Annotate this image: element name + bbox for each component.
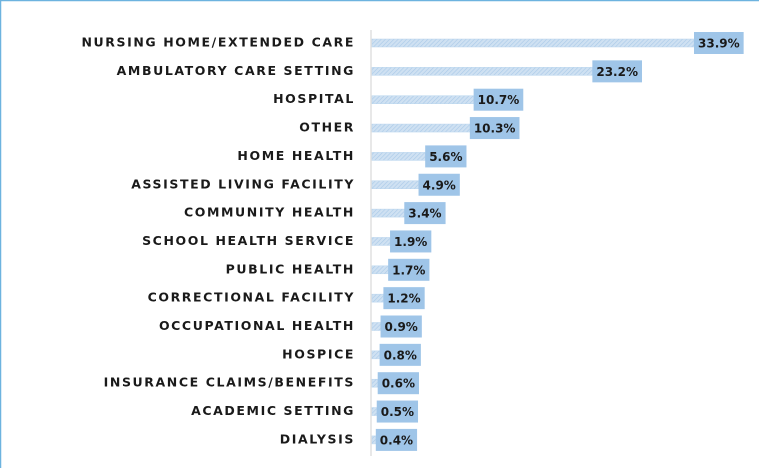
value-label-box	[592, 60, 643, 83]
value-label-box	[380, 315, 422, 338]
category-label: HOSPICE	[282, 346, 355, 361]
bar	[371, 350, 380, 360]
value-label: 1.9%	[394, 235, 427, 249]
category-label: ACADEMIC SETTING	[191, 403, 355, 418]
category-label: HOME HEALTH	[237, 148, 355, 163]
category-label: INSURANCE CLAIMS/BENEFITS	[104, 375, 355, 390]
value-label: 23.2%	[596, 65, 638, 79]
value-label: 0.5%	[381, 405, 414, 419]
bar	[371, 208, 405, 218]
category-label: HOSPITAL	[273, 91, 355, 106]
value-label-box	[473, 88, 524, 111]
value-label-box	[404, 202, 446, 225]
bar	[371, 237, 391, 246]
value-label: 1.2%	[387, 292, 420, 306]
value-label-box	[390, 230, 432, 253]
value-label: 5.6%	[429, 150, 462, 164]
bar	[371, 407, 377, 416]
category-label: OTHER	[299, 120, 355, 135]
value-label: 4.9%	[423, 178, 456, 192]
bar	[371, 435, 377, 445]
category-label: DIALYSIS	[280, 431, 355, 446]
value-label-box	[383, 287, 425, 310]
bar	[371, 265, 389, 275]
bar	[371, 95, 474, 104]
category-label: CORRECTIONAL FACILITY	[148, 290, 355, 305]
value-label: 10.3%	[474, 122, 516, 136]
value-label: 33.9%	[698, 37, 740, 51]
category-label: COMMUNITY HEALTH	[184, 205, 355, 220]
value-label-box	[694, 32, 744, 54]
value-label-box	[376, 400, 419, 423]
value-label: 1.7%	[392, 263, 425, 277]
value-label: 3.4%	[408, 207, 441, 221]
category-label: AMBULATORY CARE SETTING	[117, 63, 355, 78]
category-label: NURSING HOME/EXTENDED CARE	[81, 35, 355, 50]
value-label-box	[377, 372, 419, 395]
bar	[371, 322, 381, 331]
value-label-box	[375, 428, 418, 451]
bar	[371, 67, 593, 76]
bar	[371, 378, 378, 388]
bar	[371, 38, 695, 48]
value-label-box	[469, 117, 520, 140]
category-label: OCCUPATIONAL HEALTH	[159, 318, 355, 333]
category-label: SCHOOL HEALTH SERVICE	[142, 233, 355, 248]
value-label-box	[379, 343, 421, 366]
bar	[371, 152, 426, 161]
category-label: PUBLIC HEALTH	[226, 261, 355, 276]
bar	[371, 123, 471, 133]
value-label-box	[418, 173, 460, 196]
value-label-box	[388, 258, 430, 281]
value-label: 10.7%	[478, 93, 520, 107]
bar	[371, 293, 384, 303]
category-label: ASSISTED LIVING FACILITY	[131, 176, 355, 191]
value-label-box	[425, 145, 467, 168]
bar	[371, 180, 419, 189]
value-label: 0.6%	[382, 377, 415, 391]
value-label: 0.9%	[385, 320, 418, 334]
value-label: 0.4%	[380, 433, 413, 447]
value-label: 0.8%	[384, 348, 417, 362]
